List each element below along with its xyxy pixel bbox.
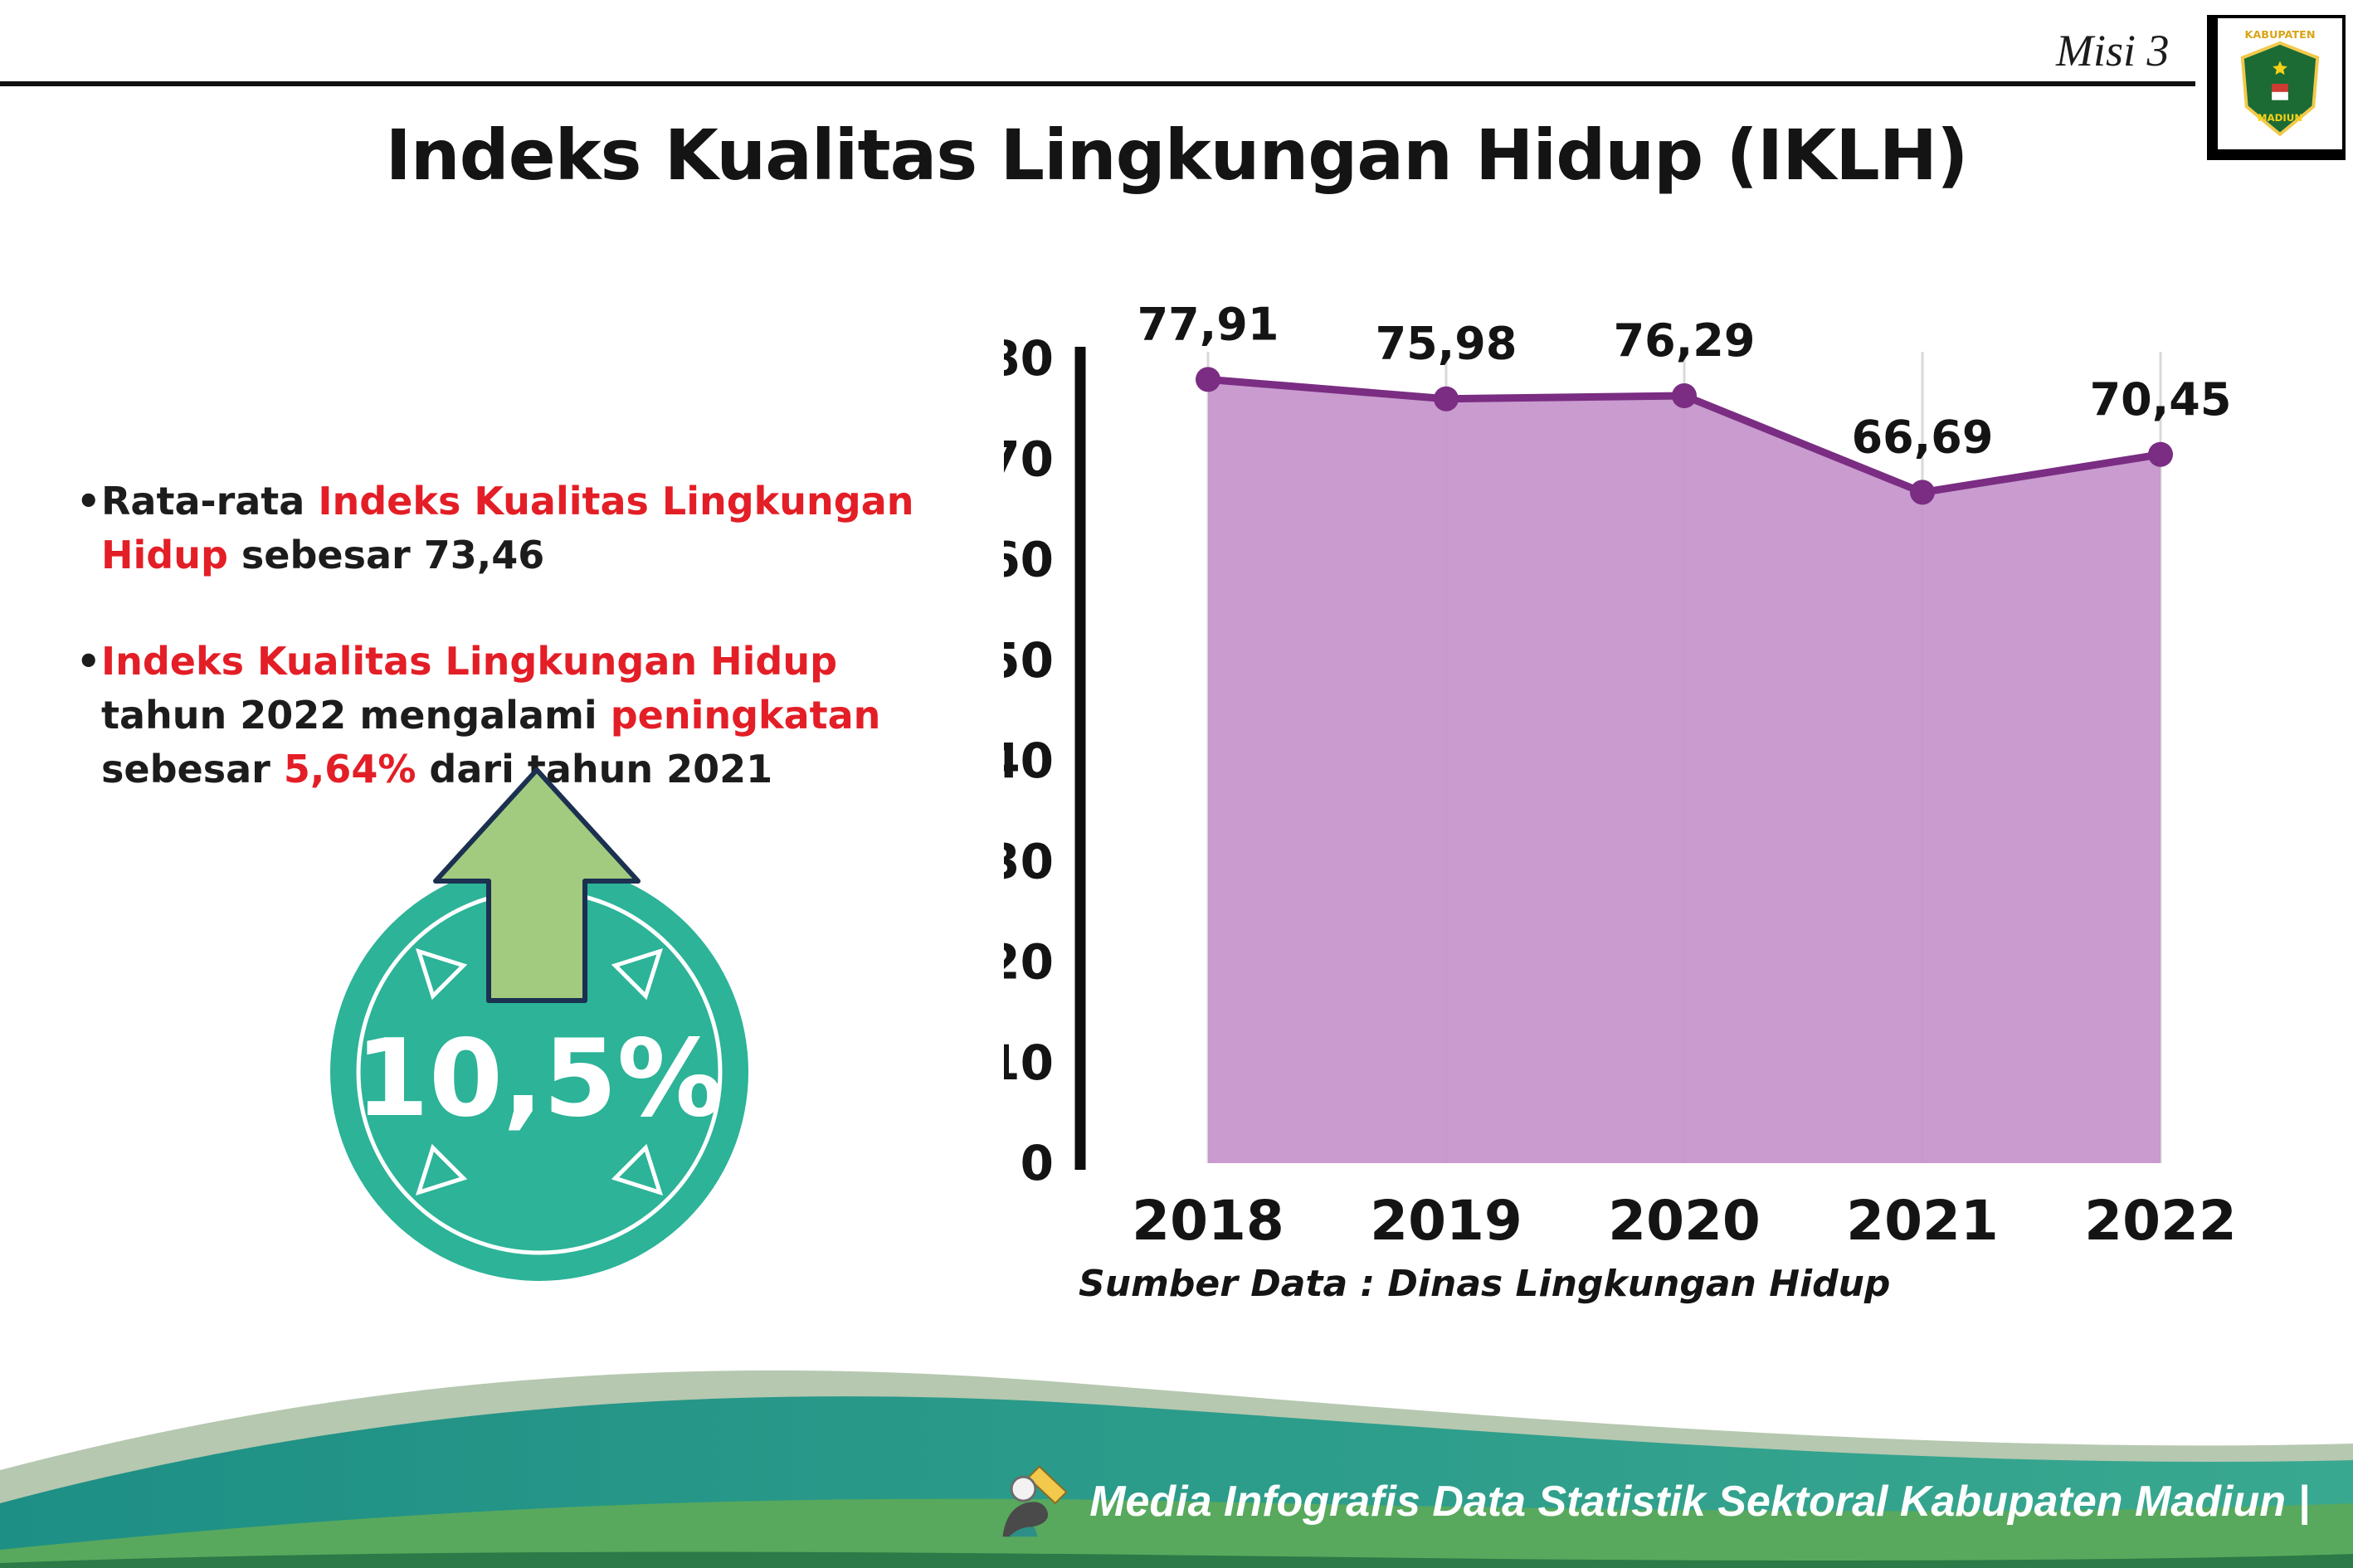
wave-dark-green <box>0 1551 2353 1568</box>
x-tick-2019: 2019 <box>1370 1189 1522 1253</box>
crest-bottom-text: MADIUN <box>2258 112 2303 124</box>
bullet-text-highlight: peningkatan <box>610 692 881 738</box>
bullet-text-segment: tahun 2022 mengalami <box>101 692 611 738</box>
y-tick-70: 70 <box>1004 431 1054 487</box>
bullet-text-highlight: Indeks Kualitas Lingkungan Hidup <box>101 638 838 684</box>
y-tick-80: 80 <box>1004 330 1054 387</box>
y-tick-20: 20 <box>1004 934 1054 991</box>
bullet-increase-2022: • Indeks Kualitas Lingkungan Hidup tahun… <box>76 635 964 797</box>
chart-source-caption: Sumber Data : Dinas Lingkungan Hidup <box>1079 1263 1891 1305</box>
value-label-2018: 77,91 <box>1138 298 1279 350</box>
iklh-area-chart: 77,91 75,98 76,29 66,69 70,45 0 10 20 30 40 50 60 70… <box>1004 298 2237 1253</box>
insight-bullets: • Rata-rata Indeks Kualitas Lingkungan H… <box>76 475 964 849</box>
area-fill <box>1208 379 2161 1163</box>
footer-waves <box>0 1370 2353 1568</box>
y-tick-30: 30 <box>1004 833 1054 889</box>
bullet-dot: • <box>76 479 101 523</box>
value-label-2021: 66,69 <box>1852 411 1994 463</box>
wave-green <box>0 1498 2353 1568</box>
badge-triangle-sw <box>415 1143 468 1196</box>
mascot-scarf <box>1009 1527 1038 1537</box>
value-label-2020: 76,29 <box>1614 314 1756 367</box>
footer-credit: Media Infografis Data Statistik Sektoral… <box>1089 1478 2310 1526</box>
bullet-text-segment: sebesar 73,46 <box>227 533 545 578</box>
data-point-2018 <box>1196 367 1220 392</box>
bullet-text-segment: dari tahun 2021 <box>416 747 773 792</box>
y-tick-60: 60 <box>1004 532 1054 588</box>
misi-label: Misi 3 <box>2056 26 2170 75</box>
bullet-text-segment: sebesar <box>101 747 284 792</box>
x-tick-2018: 2018 <box>1132 1189 1284 1253</box>
badge-triangle-se <box>611 1143 664 1196</box>
value-label-2022: 70,45 <box>2090 373 2232 426</box>
footer-bar: Media Infografis Data Statistik Sektoral… <box>993 1462 2310 1541</box>
mascot-head <box>1010 1475 1037 1502</box>
y-tick-40: 40 <box>1004 733 1054 789</box>
data-point-2022 <box>2148 441 2173 467</box>
pencil-icon <box>1027 1465 1068 1505</box>
data-point-2020 <box>1672 382 1697 408</box>
crest-flag-red <box>2272 84 2288 92</box>
y-tick-10: 10 <box>1004 1035 1054 1091</box>
bullet-average-iklh: • Rata-rata Indeks Kualitas Lingkungan H… <box>76 475 964 583</box>
bullet-text-segment: Rata-rata <box>101 479 319 523</box>
y-tick-50: 50 <box>1004 632 1054 689</box>
kabupaten-madiun-logo: KABUPATEN MADIUN <box>2207 15 2346 160</box>
value-label-2019: 75,98 <box>1376 318 1518 370</box>
y-tick-0: 0 <box>1021 1135 1054 1191</box>
bullet-text-highlight: Indeks Kualitas Lingkungan Hidup <box>101 479 914 578</box>
up-arrow-icon <box>433 767 641 1003</box>
data-point-2019 <box>1434 386 1459 411</box>
increase-badge: 10,5% <box>330 767 748 1281</box>
bullet-text-highlight: 5,64% <box>283 747 417 792</box>
badge-triangle-ne <box>611 947 664 1001</box>
crest-flag-white <box>2272 91 2288 100</box>
badge-value: 10,5% <box>355 1017 723 1141</box>
header-divider-line <box>0 81 2195 86</box>
page-title: Indeks Kualitas Lingkungan Hidup (IKLH) <box>385 114 1969 196</box>
x-tick-2022: 2022 <box>2084 1189 2237 1253</box>
crest-star-icon <box>2273 61 2287 75</box>
mascot-icon <box>1002 1465 1068 1537</box>
bullet-dot: • <box>76 638 101 684</box>
badge-triangle-nw <box>415 947 468 1001</box>
x-tick-2021: 2021 <box>1846 1189 1999 1253</box>
data-point-2021 <box>1910 480 1935 505</box>
kabupaten-madiun-crest: KABUPATEN MADIUN <box>2240 29 2320 137</box>
mascot-body <box>1002 1502 1049 1537</box>
badge-circle <box>330 863 748 1281</box>
crest-top-text: KABUPATEN <box>2244 29 2315 41</box>
x-tick-2020: 2020 <box>1608 1189 1761 1253</box>
